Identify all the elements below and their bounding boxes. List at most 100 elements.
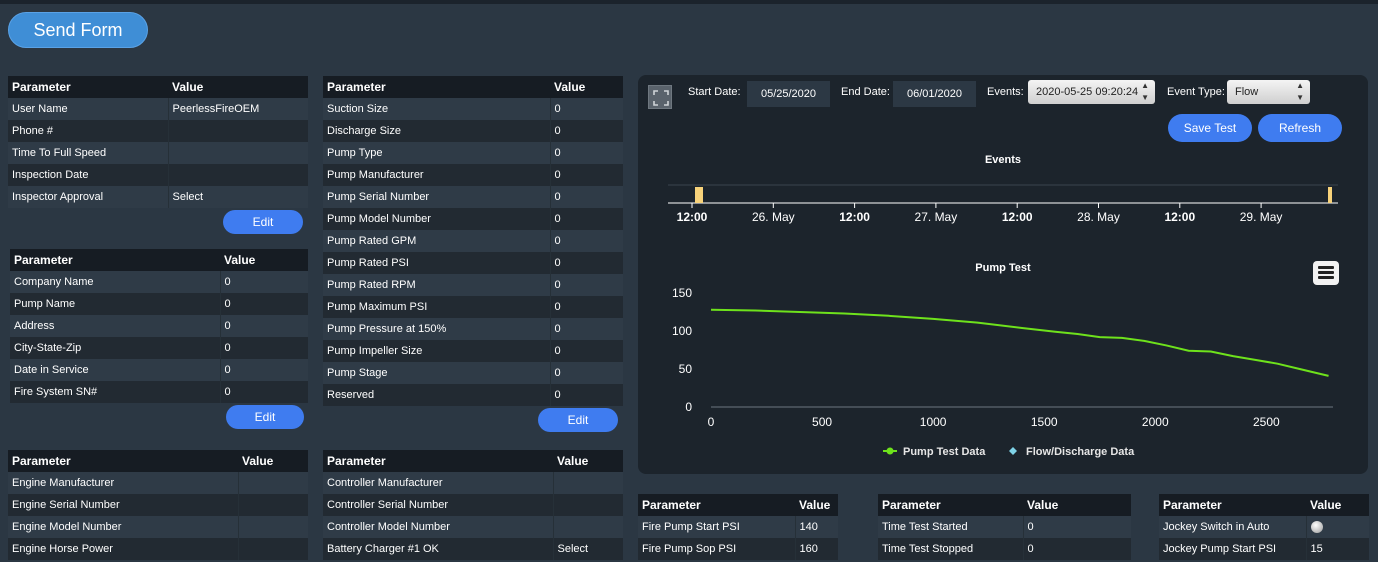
legend-label[interactable]: Flow/Discharge Data — [1026, 446, 1135, 458]
value-cell-time-test-stopped[interactable]: 0 — [1023, 538, 1131, 560]
value-cell-reserved[interactable]: 0 — [550, 384, 623, 406]
value-cell-phone[interactable] — [168, 120, 308, 142]
select-arrows-icon: ▲ ▼ — [1141, 81, 1149, 102]
parameter-cell-engine-manufacturer: Engine Manufacturer — [8, 472, 239, 494]
value-cell-user-name[interactable]: PeerlessFireOEM — [168, 98, 308, 120]
parameter-cell-jockey-switch-in-auto: Jockey Switch in Auto — [1159, 516, 1307, 538]
events-tick-label: 29. May — [1240, 210, 1283, 224]
column-header-value: Value — [1306, 494, 1369, 516]
parameter-cell-city-state-zip: City-State-Zip — [10, 337, 221, 359]
value-cell-pump-pressure-at-150[interactable]: 0 — [550, 318, 623, 340]
table-row: Engine Manufacturer — [8, 472, 308, 494]
column-header-parameter: Parameter — [323, 76, 550, 98]
start-date-label: Start Date: — [688, 86, 741, 98]
value-cell-engine-manufacturer[interactable] — [238, 472, 308, 494]
value-cell-controller-serial-number[interactable] — [553, 494, 623, 516]
top-bar — [0, 0, 1378, 4]
events-select[interactable]: 2020-05-25 09:20:24 ▲ ▼ — [1028, 80, 1155, 104]
table-row: Pump Manufacturer 0 — [323, 164, 623, 186]
value-cell-battery-charger-1-ok[interactable]: Select — [553, 538, 623, 560]
end-date-field[interactable]: 06/01/2020 — [893, 81, 976, 107]
parameter-cell-fire-pump-start-psi: Fire Pump Start PSI — [638, 516, 796, 538]
event-marker[interactable] — [1328, 187, 1332, 203]
value-cell-pump-serial-number[interactable]: 0 — [550, 186, 623, 208]
value-cell-fire-system-sn[interactable]: 0 — [220, 381, 308, 403]
value-cell-jockey-switch-in-auto[interactable] — [1306, 516, 1369, 538]
value-cell-pump-stage[interactable]: 0 — [550, 362, 623, 384]
value-cell-fire-pump-sop-psi[interactable]: 160 — [795, 538, 838, 560]
table-row: Date in Service 0 — [10, 359, 308, 381]
value-cell-pump-model-number[interactable]: 0 — [550, 208, 623, 230]
parameter-cell-pump-manufacturer: Pump Manufacturer — [323, 164, 551, 186]
event-marker[interactable] — [695, 187, 703, 203]
value-cell-engine-horse-power[interactable] — [238, 538, 308, 560]
value-cell-pump-rated-gpm[interactable]: 0 — [550, 230, 623, 252]
pump-test-chart: Pump Test 0 50 100 150 0 500 1000 1500 2000 2500… — [672, 262, 1333, 458]
parameter-cell-time-to-full-speed: Time To Full Speed — [8, 142, 169, 164]
column-header-value: Value — [238, 450, 308, 472]
value-cell-controller-manufacturer[interactable] — [553, 472, 623, 494]
table-row: Phone # — [8, 120, 308, 142]
parameter-cell-phone: Phone # — [8, 120, 169, 142]
table-row: Time To Full Speed — [8, 142, 308, 164]
table-row: Time Test Stopped 0 — [878, 538, 1131, 560]
table-row: Pump Stage 0 — [323, 362, 623, 384]
table-row: Engine Serial Number — [8, 494, 308, 516]
value-cell-time-test-started[interactable]: 0 — [1023, 516, 1131, 538]
save-test-button[interactable]: Save Test — [1168, 114, 1252, 142]
engine-parameter-table: Parameter Value Engine Manufacturer Engine … — [8, 450, 308, 560]
chart-menu-icon[interactable] — [1313, 261, 1339, 285]
value-cell-engine-serial-number[interactable] — [238, 494, 308, 516]
value-cell-company-name[interactable]: 0 — [220, 271, 308, 293]
edit-company-button[interactable]: Edit — [226, 405, 304, 429]
value-cell-inspection-date[interactable] — [168, 164, 308, 186]
events-title: Events — [985, 154, 1021, 166]
value-cell-pump-name[interactable]: 0 — [220, 293, 308, 315]
value-cell-discharge-size[interactable]: 0 — [550, 120, 623, 142]
parameter-cell-controller-manufacturer: Controller Manufacturer — [323, 472, 554, 494]
y-tick-label: 0 — [685, 400, 692, 414]
refresh-button[interactable]: Refresh — [1258, 114, 1342, 142]
table-row: Engine Horse Power — [8, 538, 308, 560]
value-cell-controller-model-number[interactable] — [553, 516, 623, 538]
value-cell-pump-rated-psi[interactable]: 0 — [550, 252, 623, 274]
jockey-parameter-table: Parameter Value Jockey Switch in Auto Jocke… — [1159, 494, 1369, 560]
table-row: Pump Model Number 0 — [323, 208, 623, 230]
value-cell-engine-model-number[interactable] — [238, 516, 308, 538]
value-cell-fire-pump-start-psi[interactable]: 140 — [795, 516, 838, 538]
column-header-value: Value — [168, 76, 308, 98]
value-cell-city-state-zip[interactable]: 0 — [220, 337, 308, 359]
parameter-cell-user-name: User Name — [8, 98, 169, 120]
table-row: Fire Pump Start PSI 140 — [638, 516, 838, 538]
value-cell-pump-maximum-psi[interactable]: 0 — [550, 296, 623, 318]
table-row: Jockey Pump Start PSI 15 — [1159, 538, 1369, 560]
value-cell-pump-type[interactable]: 0 — [550, 142, 623, 164]
value-cell-pump-rated-rpm[interactable]: 0 — [550, 274, 623, 296]
start-date-field[interactable]: 05/25/2020 — [747, 81, 830, 107]
edit-pump-button[interactable]: Edit — [538, 408, 618, 432]
toggle-indicator-icon[interactable] — [1310, 521, 1323, 534]
y-tick-label: 50 — [679, 362, 693, 376]
column-header-value: Value — [220, 249, 308, 271]
parameter-cell-inspection-date: Inspection Date — [8, 164, 169, 186]
edit-user-button[interactable]: Edit — [223, 210, 303, 234]
value-cell-jockey-pump-start-psi[interactable]: 15 — [1306, 538, 1369, 560]
event-type-select[interactable]: Flow ▲ ▼ — [1227, 80, 1310, 104]
legend-label[interactable]: Pump Test Data — [903, 446, 986, 458]
fullscreen-icon[interactable] — [648, 85, 672, 109]
value-cell-inspector-approval[interactable]: Select — [168, 186, 308, 208]
parameter-cell-inspector-approval: Inspector Approval — [8, 186, 169, 208]
value-cell-time-to-full-speed[interactable] — [168, 142, 308, 164]
series-line-pump-test-data[interactable] — [710, 308, 1329, 377]
value-cell-pump-impeller-size[interactable]: 0 — [550, 340, 623, 362]
value-cell-address[interactable]: 0 — [220, 315, 308, 337]
psi-parameter-table: Parameter Value Fire Pump Start PSI 140 Fire… — [638, 494, 838, 560]
value-cell-suction-size[interactable]: 0 — [550, 98, 623, 120]
parameter-cell-pump-stage: Pump Stage — [323, 362, 551, 384]
send-form-button[interactable]: Send Form — [8, 12, 148, 48]
value-cell-pump-manufacturer[interactable]: 0 — [550, 164, 623, 186]
x-tick-label: 1000 — [920, 415, 947, 429]
column-header-value: Value — [550, 76, 623, 98]
value-cell-date-in-service[interactable]: 0 — [220, 359, 308, 381]
column-header-parameter: Parameter — [878, 494, 1023, 516]
